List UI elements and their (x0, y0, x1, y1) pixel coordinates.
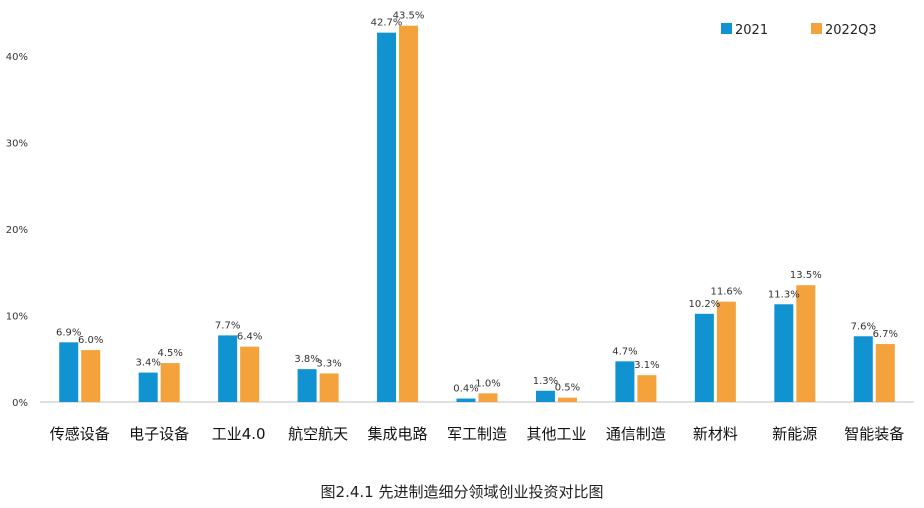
category-label: 新能源 (772, 425, 817, 443)
data-label: 4.5% (157, 348, 182, 359)
data-label: 10.2% (688, 299, 720, 310)
bar-2022Q3 (557, 397, 577, 402)
data-label: 13.5% (790, 270, 822, 281)
y-tick-label: 0% (12, 398, 28, 409)
bar-2021 (853, 336, 873, 402)
category-label: 集成电路 (368, 425, 428, 443)
category-label: 新材料 (693, 425, 738, 443)
bar-2022Q3 (81, 350, 101, 402)
bar-2022Q3 (240, 346, 260, 402)
data-label: 6.4% (237, 332, 262, 343)
bar-2021 (138, 372, 158, 402)
category-label: 军工制造 (447, 425, 507, 443)
category-label: 工业4.0 (212, 425, 266, 443)
category-label: 通信制造 (606, 425, 666, 443)
data-label: 11.3% (768, 289, 800, 300)
y-tick-label: 30% (6, 139, 28, 150)
data-label: 4.7% (612, 346, 637, 357)
data-label: 7.6% (851, 321, 876, 332)
bar-2022Q3 (875, 344, 895, 402)
category-label: 航空航天 (288, 425, 348, 443)
y-tick-label: 20% (6, 225, 28, 236)
data-label: 3.4% (135, 358, 160, 369)
category-label: 其他工业 (526, 425, 586, 443)
data-label: 7.7% (215, 320, 240, 331)
data-label: 0.4% (453, 384, 478, 395)
legend-swatch-2022Q3 (811, 23, 822, 34)
legend-label: 2021 (735, 23, 768, 38)
data-label: 3.1% (634, 360, 659, 371)
bar-2021 (535, 390, 555, 402)
data-label: 6.9% (56, 327, 81, 338)
bar-2022Q3 (716, 301, 736, 402)
bar-2022Q3 (796, 285, 816, 402)
data-labels: 6.9%6.0% 3.4%4.5% 7.7%6.4% 3.8%3.3% 42.7%43.… (56, 11, 898, 395)
bar-2021 (59, 342, 79, 402)
data-label: 42.7% (371, 18, 403, 29)
data-label: 3.8% (294, 354, 319, 365)
y-axis: 0% 10% 20% 30% 40% (6, 52, 28, 409)
x-axis-categories: 传感设备 电子设备 工业4.0 航空航天 集成电路 军工制造 其他工业 通信制造 新材料 新能源 智… (50, 425, 905, 443)
y-tick-label: 40% (6, 52, 28, 63)
bars (59, 25, 895, 403)
bar-2022Q3 (637, 375, 657, 402)
bar-2022Q3 (399, 25, 419, 402)
bar-2021 (694, 313, 714, 402)
data-label: 6.0% (78, 335, 103, 346)
y-tick-label: 10% (6, 312, 28, 323)
figure-caption: 图2.4.1 先进制造细分领域创业投资对比图 (321, 483, 604, 501)
data-label: 11.6% (710, 287, 742, 298)
legend-label: 2022Q3 (825, 23, 877, 38)
data-label: 0.5% (555, 383, 580, 394)
bar-2022Q3 (319, 373, 339, 402)
data-label: 3.3% (316, 358, 341, 369)
bar-2021 (456, 398, 476, 402)
bar-2021 (377, 32, 397, 403)
category-label: 电子设备 (129, 425, 189, 443)
bar-2022Q3 (478, 393, 498, 402)
data-label: 43.5% (393, 11, 425, 22)
data-label: 1.3% (533, 376, 558, 387)
bar-2021 (297, 369, 317, 402)
category-label: 传感设备 (50, 425, 110, 443)
bar-2021 (615, 361, 635, 402)
data-label: 6.7% (873, 329, 898, 340)
bar-2022Q3 (160, 363, 180, 402)
legend-swatch-2021 (721, 23, 732, 34)
legend: 2021 2022Q3 (721, 23, 877, 38)
bar-2021 (218, 335, 238, 402)
category-label: 智能装备 (844, 425, 904, 443)
data-label: 1.0% (475, 378, 500, 389)
bar-2021 (774, 304, 794, 402)
